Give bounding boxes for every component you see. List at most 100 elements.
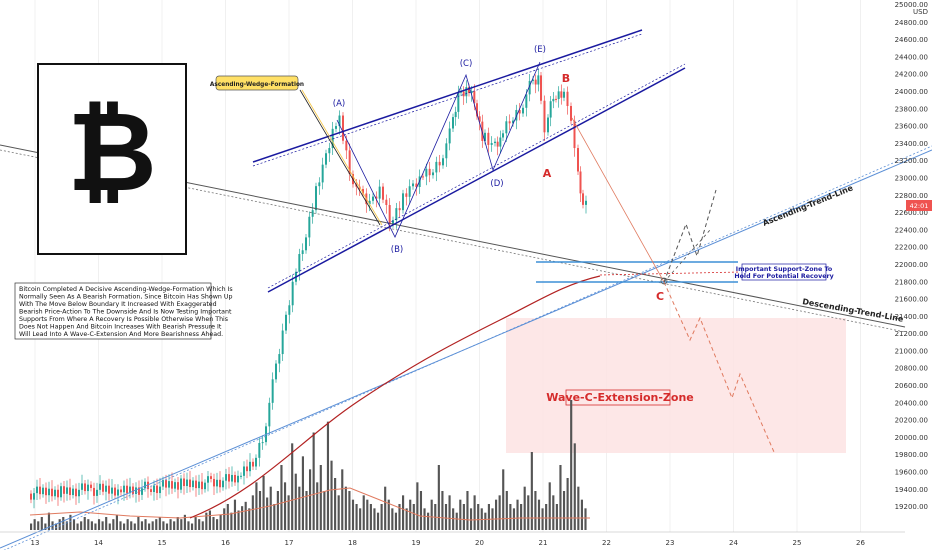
volume-bar [412, 504, 415, 530]
volume-bar [162, 521, 165, 530]
candle-body [454, 111, 457, 118]
candle-body [30, 493, 32, 500]
wave-label-a: A [543, 167, 552, 180]
volume-bar [298, 486, 301, 530]
candle-body [442, 158, 444, 166]
y-tick-label: 24200.00 [895, 71, 928, 79]
y-tick-label: 19200.00 [895, 503, 928, 511]
volume-bar [477, 504, 480, 530]
description-text: Bitcoin Completed A Decisive Ascending-W… [19, 286, 233, 338]
y-tick-label: 25000.00 [895, 1, 928, 9]
x-axis[interactable]: 13 14 15 16 17 18 19 20 21 22 23 24 25 26 [0, 531, 905, 547]
candle-body [428, 168, 431, 176]
x-tick-label: 23 [666, 539, 675, 547]
y-tick-label: 21000.00 [895, 347, 928, 355]
candle-body [338, 115, 341, 127]
candle-body [468, 87, 470, 94]
volume-bar [391, 508, 394, 530]
candle-body [159, 486, 161, 494]
candle-body [268, 402, 271, 427]
x-tick-label: 13 [31, 539, 40, 547]
candle-body [560, 91, 563, 98]
wave-label-a-paren: (A) [333, 99, 345, 109]
volume-bar [573, 443, 576, 530]
convergence-point [660, 277, 668, 285]
candle-body [570, 106, 572, 121]
volume-bar [262, 475, 265, 530]
candle-body [240, 475, 242, 477]
volume-bar [316, 482, 319, 530]
volume-bar [362, 495, 365, 530]
volume-bar [427, 512, 430, 530]
candle-body [285, 314, 287, 331]
volume-bar [258, 491, 262, 530]
x-tick-label: 26 [856, 539, 865, 547]
description-line: Does Not Happen And Bitcoin Increases Wi… [19, 324, 222, 331]
candle-body [335, 126, 337, 129]
wave-label-e-paren: (E) [534, 45, 546, 55]
candle-body [147, 481, 149, 490]
volume-bar [348, 491, 351, 530]
candle-body [93, 487, 95, 496]
volume-bar [94, 523, 97, 530]
candle-body [258, 442, 261, 458]
volume-bar [208, 510, 211, 530]
candle-body [171, 481, 173, 489]
candle-body [42, 487, 44, 495]
candle-body [398, 208, 401, 211]
candle-body [249, 461, 251, 472]
volume-bar [140, 521, 144, 530]
volume-bar [487, 504, 490, 530]
volume-bar [219, 514, 222, 530]
extension-zone-label-box [565, 389, 671, 406]
volume-bar [108, 523, 111, 530]
candle-body [213, 478, 215, 487]
x-tick-label: 25 [793, 539, 802, 547]
volume-bar [534, 491, 537, 530]
candle-body [438, 161, 441, 166]
volume-bar [216, 519, 219, 530]
candle-body [328, 148, 331, 154]
candle-body [470, 91, 473, 94]
candle-body [502, 133, 504, 138]
candle-body [499, 137, 502, 147]
volume-bar [502, 469, 505, 530]
volume-bar [47, 512, 51, 530]
volume-bar [548, 482, 551, 530]
candle-body [108, 485, 110, 494]
projection-recovery-1 [663, 189, 717, 283]
volume-bar [419, 491, 423, 530]
wave-label-b-paren: (B) [391, 245, 403, 255]
volume-bar [337, 495, 340, 530]
candle-body [537, 75, 540, 85]
candle-body [528, 80, 531, 95]
pattern-label-pointer-2 [301, 89, 383, 226]
candle-body [487, 132, 490, 145]
y-tick-label: 20200.00 [895, 417, 928, 425]
volume-bar [523, 486, 526, 530]
candle-body [84, 483, 86, 492]
volume-bar [448, 495, 451, 530]
wave-zigzag [336, 61, 541, 238]
volume-bar [155, 519, 158, 530]
candle-body [54, 489, 56, 497]
volume-bar [76, 523, 79, 530]
description-line: Bitcoin Completed A Decisive Ascending-W… [19, 286, 233, 293]
candle-body [105, 485, 107, 492]
volume-bar [65, 521, 68, 530]
volume-bar [112, 519, 115, 530]
volume-bar [230, 512, 233, 530]
candle-body [585, 200, 587, 205]
y-tick-label: 22400.00 [895, 226, 928, 234]
candle-body [153, 485, 155, 493]
candle-body [490, 143, 493, 145]
candle-body [362, 189, 364, 194]
y-tick-label: 22200.00 [895, 244, 928, 252]
volume-bar [201, 521, 204, 530]
candle-body [505, 121, 508, 134]
candle-body [135, 487, 137, 494]
candle-body [138, 487, 140, 495]
candle-body [412, 183, 414, 187]
